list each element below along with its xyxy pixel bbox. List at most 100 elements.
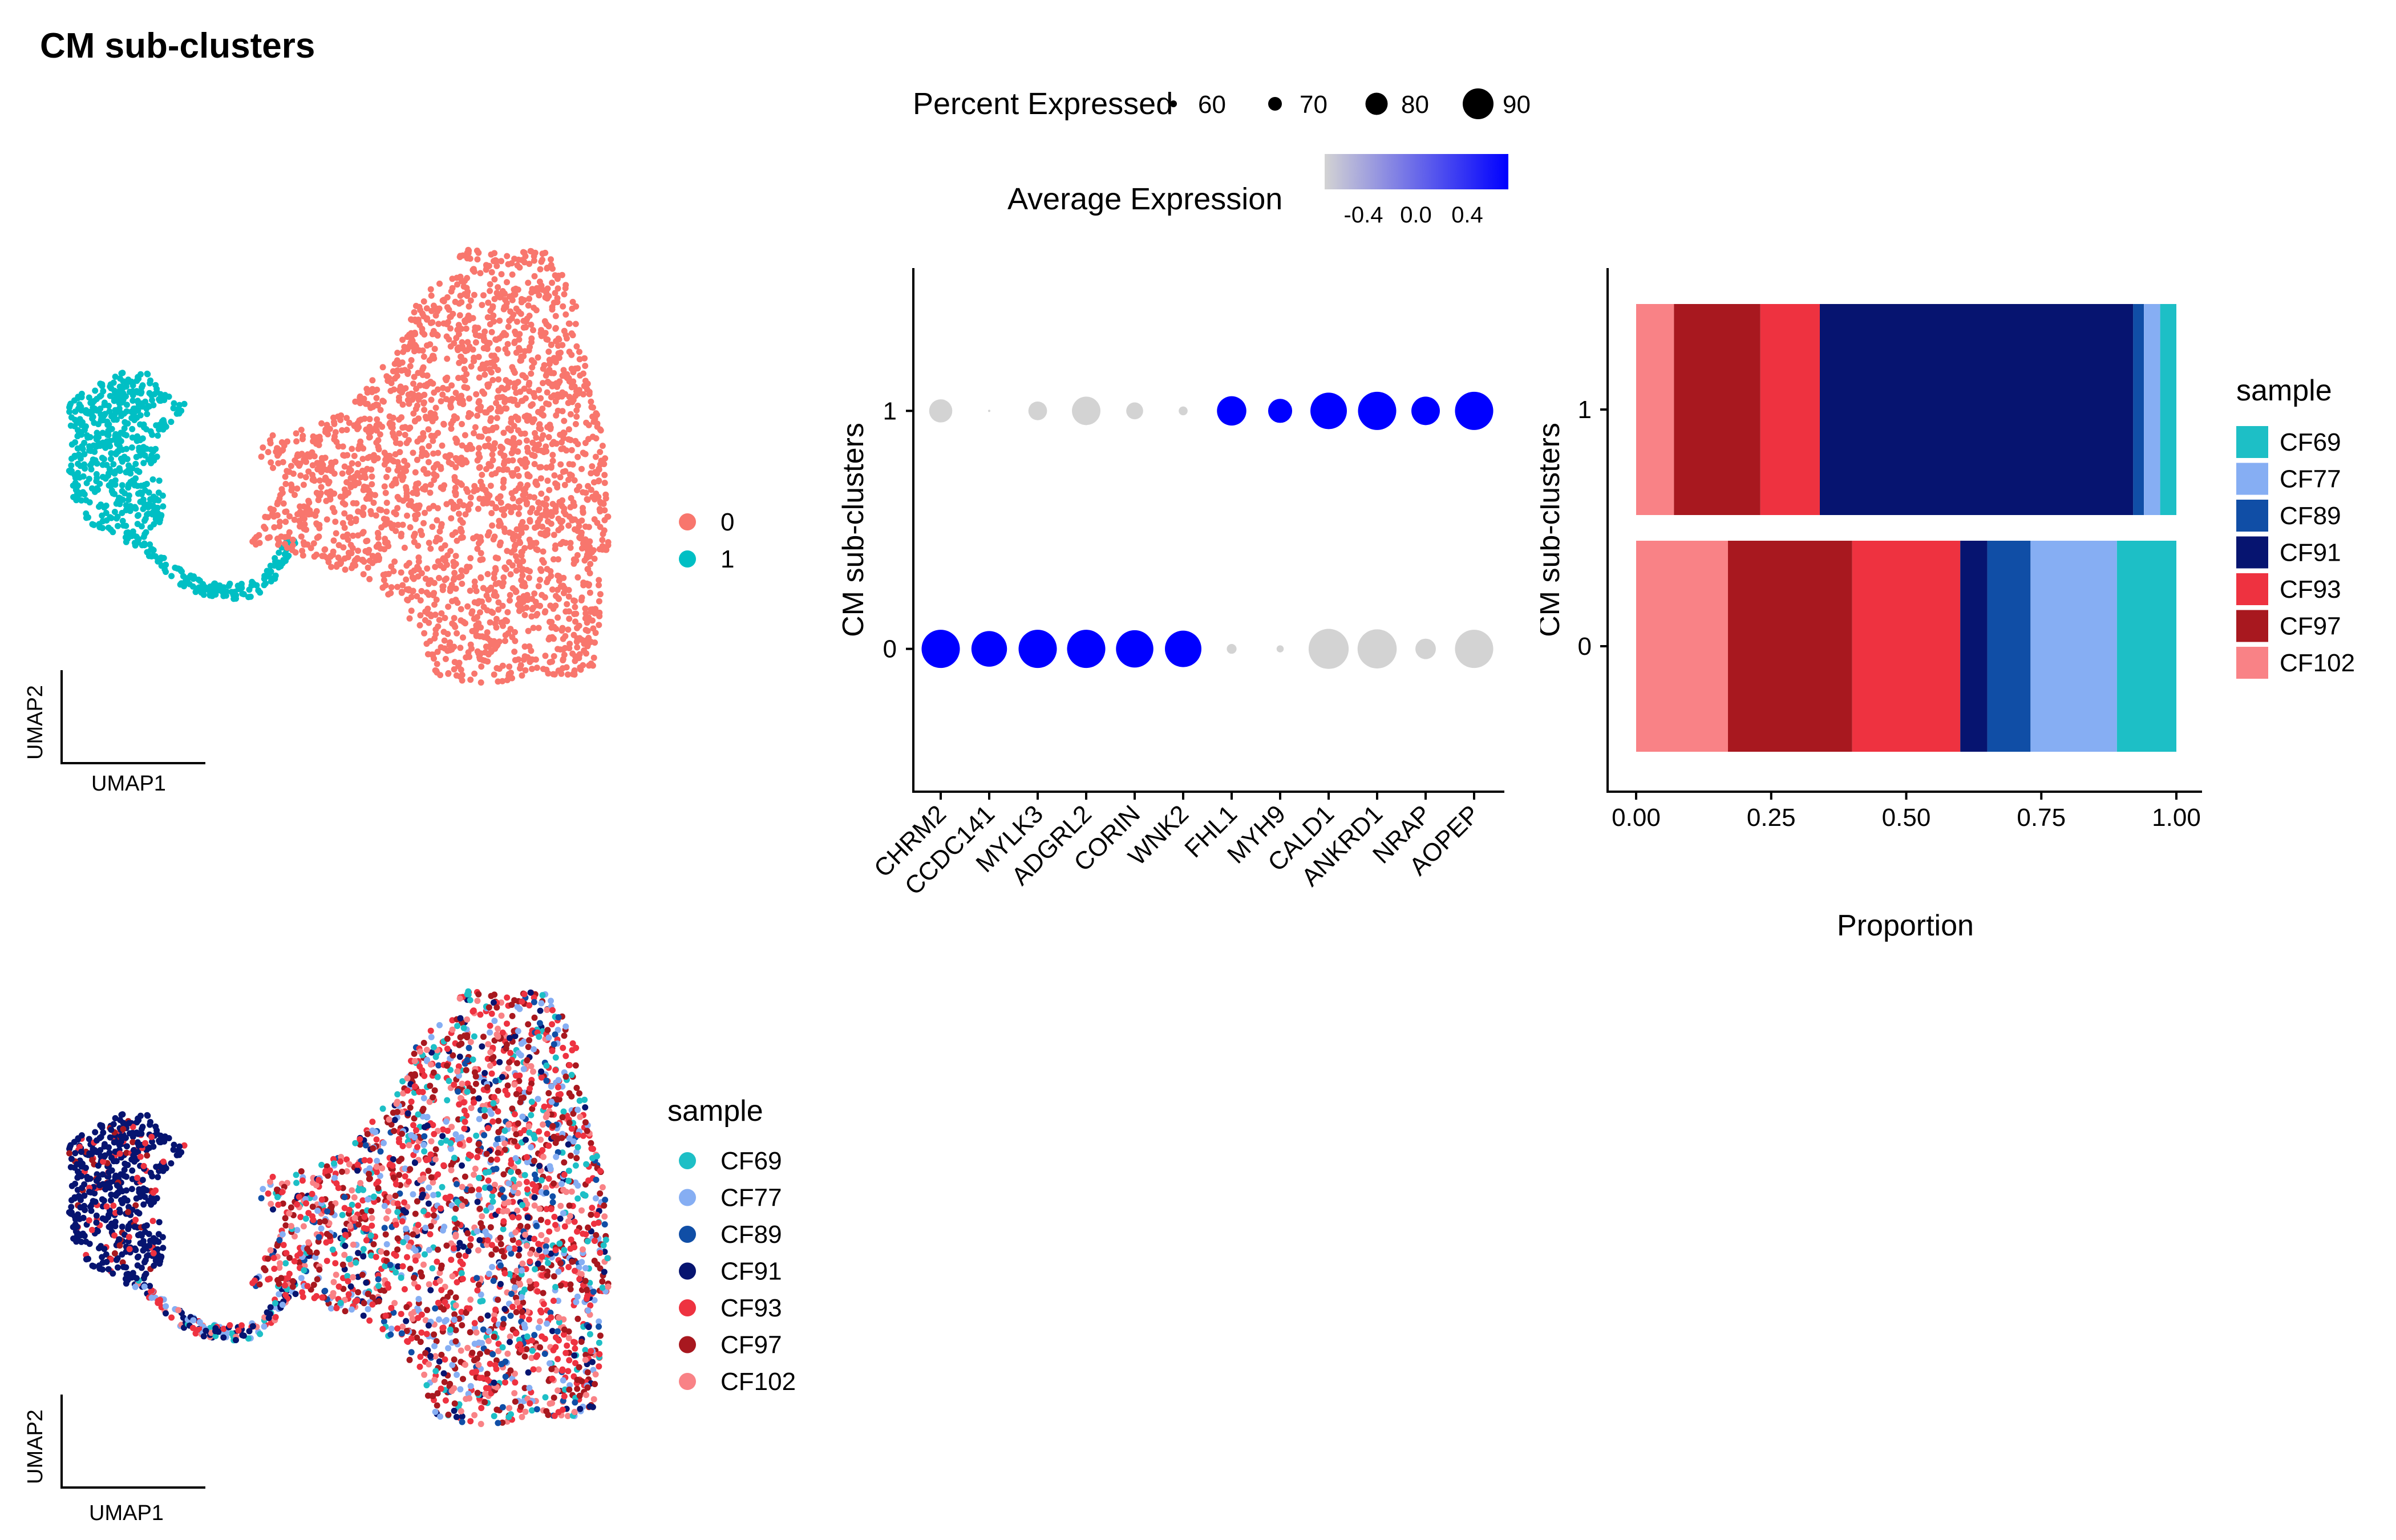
umap-point bbox=[420, 298, 427, 305]
umap-point bbox=[533, 540, 540, 546]
umap-point bbox=[511, 649, 518, 655]
umap-point bbox=[574, 1385, 581, 1392]
umap-point bbox=[557, 461, 564, 468]
umap-point bbox=[537, 602, 544, 609]
umap-point bbox=[448, 515, 455, 522]
umap-point bbox=[476, 598, 483, 605]
umap-point bbox=[434, 1258, 440, 1265]
umap-point bbox=[79, 443, 86, 450]
umap-point bbox=[500, 476, 507, 483]
umap-point bbox=[454, 439, 460, 446]
umap-point bbox=[396, 416, 402, 423]
umap-point bbox=[583, 650, 589, 657]
bar-segment-CF97-cluster-1 bbox=[1674, 304, 1760, 515]
umap-point bbox=[530, 625, 537, 631]
umap-point bbox=[582, 523, 589, 530]
umap-point bbox=[491, 570, 497, 577]
umap-point bbox=[144, 1152, 151, 1159]
umap-point bbox=[136, 1189, 143, 1195]
umap-point bbox=[212, 1325, 219, 1332]
umap-point bbox=[508, 260, 515, 267]
umap-point bbox=[571, 667, 578, 674]
umap-point bbox=[103, 461, 110, 468]
umap-point bbox=[105, 1214, 111, 1221]
umap-point bbox=[498, 271, 505, 278]
umap-point bbox=[472, 424, 479, 431]
umap-point bbox=[342, 566, 349, 573]
umap-point bbox=[515, 379, 521, 386]
umap-point bbox=[415, 480, 422, 487]
legend-key-cluster-0 bbox=[679, 513, 696, 530]
umap-point bbox=[141, 1283, 148, 1290]
umap-point bbox=[316, 525, 323, 532]
umap-point bbox=[300, 481, 307, 488]
umap-point bbox=[78, 1149, 84, 1155]
umap-point bbox=[493, 424, 500, 431]
umap-point bbox=[560, 367, 567, 374]
umap-point bbox=[360, 504, 367, 511]
umap-point bbox=[506, 529, 513, 536]
umap-point bbox=[569, 305, 576, 312]
umap-point bbox=[570, 597, 577, 604]
umap-point bbox=[529, 1407, 535, 1414]
umap-point bbox=[245, 594, 252, 601]
umap-point bbox=[456, 300, 463, 307]
umap-point bbox=[110, 1270, 116, 1277]
umap-point bbox=[597, 591, 604, 598]
umap-point bbox=[459, 339, 466, 346]
umap-point bbox=[464, 275, 471, 281]
umap-point bbox=[436, 574, 442, 581]
umap-point bbox=[576, 356, 583, 363]
umap-point bbox=[416, 622, 423, 629]
umap-point bbox=[168, 573, 175, 579]
umap-point bbox=[367, 491, 374, 497]
umap-point bbox=[531, 452, 538, 459]
umap-point bbox=[454, 326, 461, 333]
umap-point bbox=[484, 1371, 491, 1377]
umap-point bbox=[157, 1296, 163, 1303]
umap-point bbox=[451, 659, 458, 666]
umap-point bbox=[565, 476, 572, 483]
bar-ytick-label: 0 bbox=[1578, 633, 1592, 660]
umap-point bbox=[601, 461, 608, 468]
umap-point bbox=[410, 489, 416, 496]
umap-point bbox=[485, 1041, 492, 1048]
umap-point bbox=[481, 328, 488, 335]
umap-point bbox=[489, 1198, 496, 1205]
umap-point bbox=[129, 382, 136, 389]
umap-point bbox=[559, 665, 566, 672]
umap-point bbox=[280, 500, 287, 507]
umap-point bbox=[369, 377, 376, 384]
umap-point bbox=[572, 321, 579, 327]
dot-MYLK3-cluster-1 bbox=[1028, 401, 1047, 420]
umap-point bbox=[156, 1261, 163, 1267]
umap-point bbox=[72, 439, 79, 445]
umap-point bbox=[269, 432, 276, 439]
umap-point bbox=[551, 671, 558, 678]
umap-point bbox=[141, 481, 148, 488]
umap-point bbox=[136, 1194, 143, 1200]
umap-point bbox=[67, 1210, 74, 1217]
umap-point bbox=[431, 635, 438, 642]
umap-point bbox=[514, 1143, 521, 1150]
umap-point bbox=[514, 402, 521, 408]
umap-point bbox=[462, 1253, 469, 1259]
umap-point bbox=[430, 1069, 437, 1076]
umap-point bbox=[501, 1306, 508, 1312]
umap-point bbox=[394, 350, 401, 356]
umap-point bbox=[547, 568, 554, 574]
umap-point bbox=[293, 430, 300, 437]
umap-point bbox=[602, 1197, 609, 1203]
umap-point bbox=[591, 496, 598, 502]
umap-point bbox=[565, 436, 572, 443]
umap-point bbox=[487, 321, 493, 327]
umap-point bbox=[403, 1328, 410, 1334]
umap-point bbox=[589, 617, 596, 624]
umap-point bbox=[421, 1148, 428, 1155]
umap-point bbox=[317, 1219, 323, 1225]
umap-point bbox=[574, 1195, 581, 1202]
umap-point bbox=[514, 557, 521, 564]
umap-point bbox=[396, 430, 403, 437]
umap-point bbox=[168, 1160, 175, 1167]
umap-point bbox=[484, 571, 491, 577]
